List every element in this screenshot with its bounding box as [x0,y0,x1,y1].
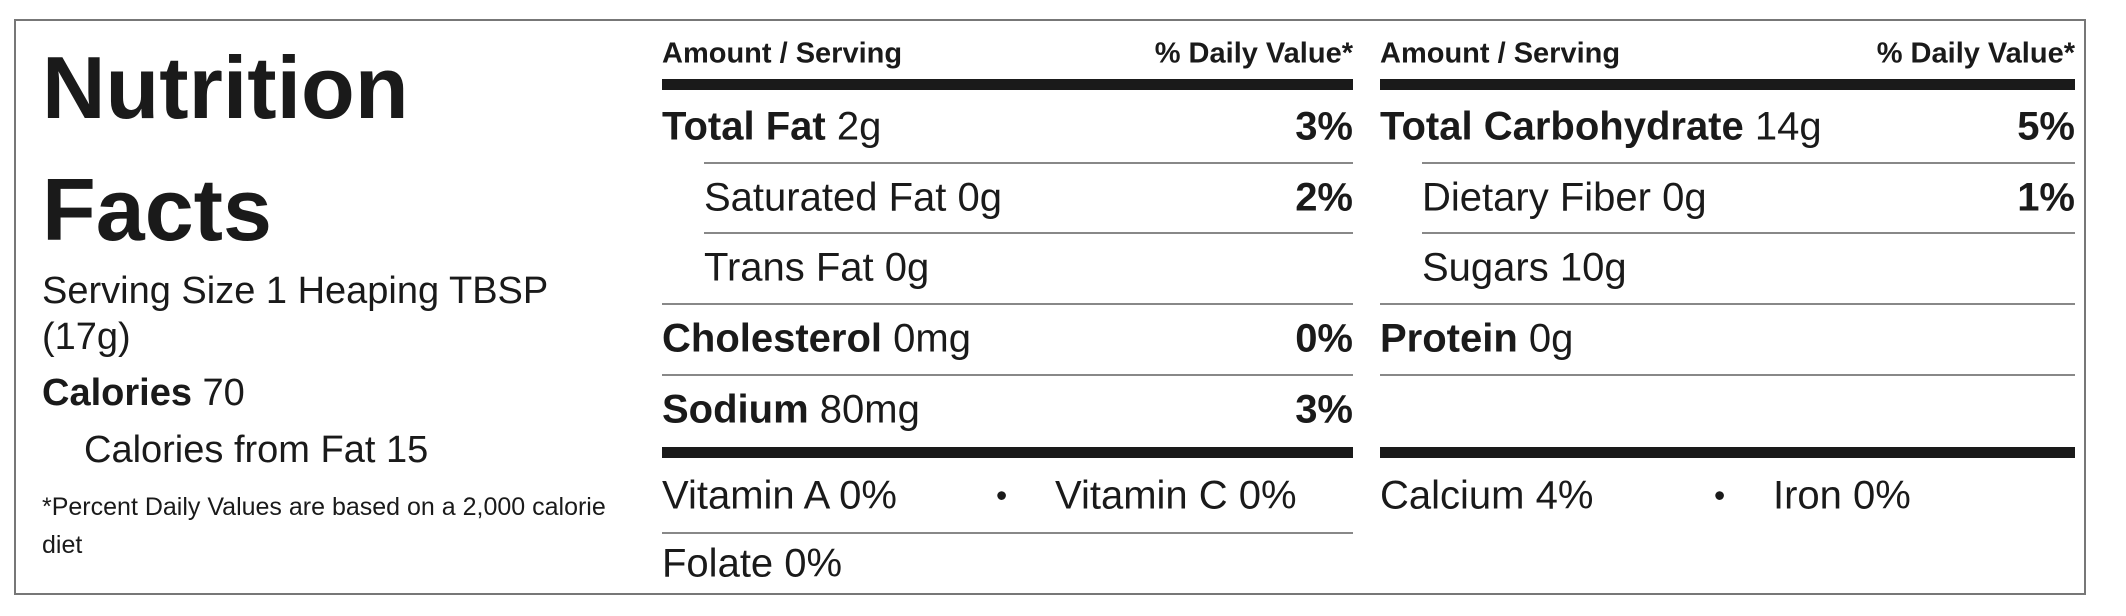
serving-size: Serving Size 1 Heaping TBSP (17g) [42,270,548,358]
header-amount: Amount / Serving [662,37,903,70]
nutrient-row: Protein 0g [1380,317,1573,362]
label-border [14,19,2086,595]
calories: Calories 70 [42,374,245,412]
nutrient-name: Trans Fat [704,245,874,290]
nutrient-row: Cholesterol 0mg [662,317,971,362]
nutrient-row: Sodium 80mg [662,388,920,433]
nutrient-amount: 0mg [893,316,971,361]
nutrient-row: Saturated Fat 0g [704,176,1002,221]
vitamin: Folate 0% [662,541,843,586]
nutrient-name: Dietary Fiber [1422,175,1651,220]
thick-bar [1380,79,2075,90]
bullet: • [1714,477,1726,514]
daily-value: 5% [2017,104,2075,149]
daily-value: 3% [1295,104,1353,149]
title-line: Facts [42,160,272,259]
nutrient-row: Total Fat 2g [662,105,881,150]
thick-bar [1380,447,2075,458]
title-line: Nutrition [42,38,409,137]
footnote: *Percent Daily Values are based on a 2,0… [42,493,606,559]
nutrient-row: Total Carbohydrate 14g [1380,105,1822,150]
nutrient-name: Total Fat [662,104,826,149]
daily-value: 3% [1295,387,1353,432]
nutrient-amount: 0g [884,245,930,290]
nutrient-row: Dietary Fiber 0g [1422,176,1707,221]
header-daily-value: % Daily Value* [1876,37,2075,70]
daily-value: 1% [2017,175,2075,220]
nutrient-amount: 80mg [819,387,920,432]
row-divider [662,374,1353,376]
header-daily-value: % Daily Value* [1154,37,1353,70]
nutrient-name: Sugars [1422,245,1549,290]
daily-value: 0% [1295,316,1353,361]
row-divider [1380,374,2075,376]
vitamin: Calcium 4% [1380,473,1594,518]
row-divider [704,162,1353,164]
thick-bar [662,79,1353,90]
nutrient-name: Total Carbohydrate [1380,104,1744,149]
thick-bar [662,447,1353,458]
row-divider [1422,232,2075,234]
daily-value: 2% [1295,175,1353,220]
header-amount: Amount / Serving [1380,37,1621,70]
vitamin: Iron 0% [1773,473,1911,518]
nutrient-amount: 0g [957,175,1003,220]
nutrient-amount: 2g [836,104,882,149]
vitamin: Vitamin C 0% [1055,473,1297,518]
nutrient-name: Cholesterol [662,316,883,361]
nutrient-name: Protein [1380,316,1518,361]
row-divider [1422,162,2075,164]
calories-value: 70 [202,372,245,414]
vitamin: Vitamin A 0% [662,473,897,518]
nutrient-amount: 14g [1754,104,1822,149]
calories-from-fat: Calories from Fat 15 [84,429,429,471]
row-divider [1380,303,2075,305]
calories-label: Calories [42,372,192,414]
nutrient-name: Sodium [662,387,809,432]
nutrient-amount: 10g [1559,245,1627,290]
row-divider [662,303,1353,305]
nutrient-row: Trans Fat 0g [704,246,929,291]
nutrient-row: Sugars 10g [1422,246,1627,291]
nutrient-amount: 0g [1662,175,1707,220]
nutrient-name: Saturated Fat [704,175,947,220]
bullet: • [996,477,1008,514]
nutrient-amount: 0g [1528,316,1574,361]
row-divider [704,232,1353,234]
row-divider [662,532,1353,534]
